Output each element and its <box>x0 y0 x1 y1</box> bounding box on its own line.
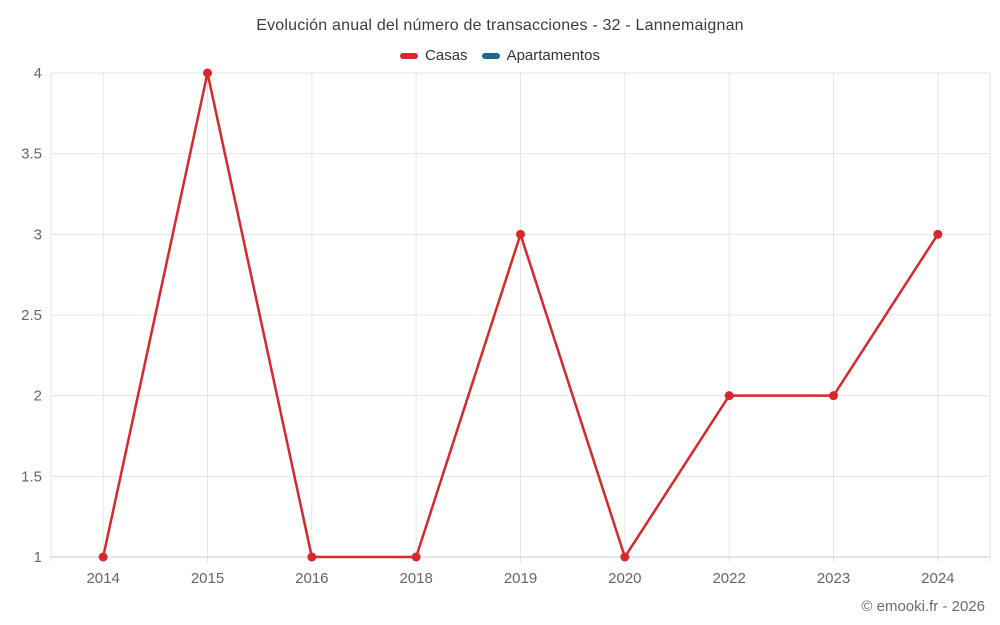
data-point[interactable] <box>829 391 838 401</box>
legend-label-casas: Casas <box>425 47 468 64</box>
y-axis-tick-label: 2 <box>34 388 42 405</box>
data-point[interactable] <box>307 552 317 562</box>
y-axis-tick-label: 3.5 <box>21 146 42 163</box>
data-point[interactable] <box>724 391 734 401</box>
x-axis-tick-label: 2023 <box>817 570 850 587</box>
x-axis-tick-label: 2022 <box>712 570 745 587</box>
x-axis-tick-label: 2014 <box>86 570 119 587</box>
y-axis-tick-label: 2.5 <box>21 307 42 324</box>
x-axis-tick-label: 2019 <box>504 570 537 587</box>
x-axis-tick-label: 2024 <box>921 570 954 587</box>
x-axis-tick-label: 2016 <box>295 570 328 587</box>
y-axis-tick-label: 1.5 <box>21 468 42 485</box>
legend-label-apartamentos: Apartamentos <box>506 47 600 64</box>
data-point[interactable] <box>411 552 421 562</box>
data-point[interactable] <box>98 552 108 562</box>
legend: Casas Apartamentos <box>0 47 1000 64</box>
legend-item-casas[interactable]: Casas <box>400 47 468 64</box>
y-axis-tick-label: 4 <box>34 65 42 82</box>
legend-swatch-casas <box>400 52 419 59</box>
data-point[interactable] <box>620 552 630 562</box>
x-axis-tick-label: 2020 <box>608 570 641 587</box>
legend-swatch-apartamentos <box>481 52 500 59</box>
chart-title: Evolución anual del número de transaccio… <box>256 17 744 34</box>
x-axis-tick-label: 2018 <box>399 570 432 587</box>
data-point[interactable] <box>516 229 525 239</box>
data-point[interactable] <box>933 229 943 239</box>
y-axis-tick-label: 1 <box>34 549 42 566</box>
copyright-footer: © emooki.fr - 2026 <box>861 598 985 615</box>
x-axis-tick-label: 2015 <box>191 570 224 587</box>
y-axis-tick-label: 3 <box>34 226 42 243</box>
data-point[interactable] <box>203 68 212 78</box>
legend-item-apartamentos[interactable]: Apartamentos <box>481 47 600 64</box>
